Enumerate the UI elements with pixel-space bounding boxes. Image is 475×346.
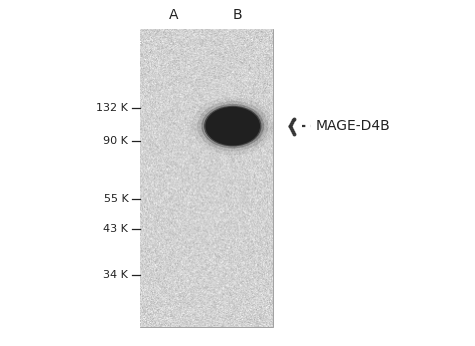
Ellipse shape [205, 107, 260, 145]
Text: MAGE-D4B: MAGE-D4B [316, 119, 390, 133]
Ellipse shape [201, 104, 264, 148]
Text: 90 K: 90 K [104, 136, 128, 146]
Text: A: A [169, 9, 178, 22]
Text: B: B [233, 9, 242, 22]
Ellipse shape [204, 106, 261, 146]
Text: 132 K: 132 K [96, 103, 128, 113]
Text: 55 K: 55 K [104, 194, 128, 204]
Bar [140, 29, 273, 327]
Text: 34 K: 34 K [104, 270, 128, 280]
Ellipse shape [192, 97, 274, 155]
Ellipse shape [197, 101, 268, 151]
Text: 43 K: 43 K [104, 224, 128, 234]
